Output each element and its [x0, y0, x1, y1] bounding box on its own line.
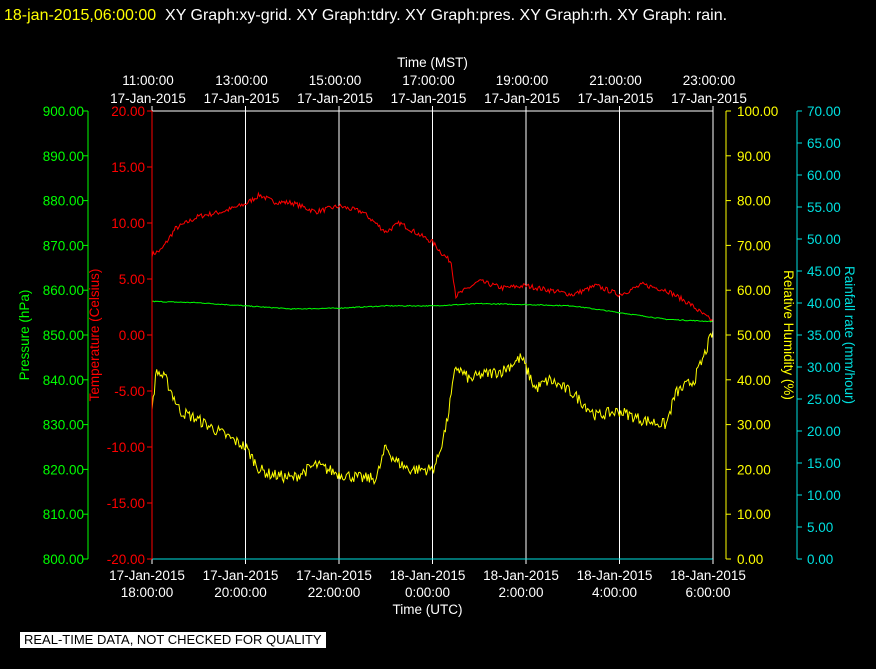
pressure-tick-label: 880.00: [43, 194, 84, 209]
rain-tick-label: 5.00: [807, 520, 833, 535]
top-tick-time: 11:00:00: [122, 73, 174, 88]
rain-tick-label: 25.00: [807, 392, 841, 407]
humidity-tick-label: 60.00: [737, 283, 771, 298]
humidity-tick-label: 100.00: [737, 104, 778, 119]
series-rh: [151, 330, 714, 486]
rain-tick-label: 70.00: [807, 104, 841, 119]
humidity-tick-label: 90.00: [737, 149, 771, 164]
top-tick-time: 23:00:00: [683, 73, 736, 88]
rain-tick-label: 65.00: [807, 136, 841, 151]
humidity-tick-label: 20.00: [737, 462, 771, 477]
pressure-tick-label: 810.00: [43, 507, 84, 522]
humidity-tick-label: 10.00: [737, 507, 771, 522]
rain-tick-label: 55.00: [807, 200, 841, 215]
bottom-axis-title: Time (UTC): [393, 602, 463, 617]
bottom-tick-date: 18-Jan-2015: [577, 568, 653, 583]
top-tick-date: 17-Jan-2015: [391, 91, 467, 106]
pressure-tick-label: 860.00: [43, 283, 84, 298]
bottom-tick-date: 17-Jan-2015: [109, 568, 185, 583]
series-pres: [151, 300, 714, 323]
pressure-tick-label: 820.00: [43, 462, 84, 477]
pressure-tick-label: 840.00: [43, 373, 84, 388]
rain-tick-label: 50.00: [807, 232, 841, 247]
pressure-tick-label: 900.00: [43, 104, 84, 119]
humidity-axis-title: Relative Humidity (%): [781, 270, 796, 400]
temperature-tick-label: -5.00: [114, 384, 145, 399]
humidity-tick-label: 50.00: [737, 328, 771, 343]
bottom-tick-date: 17-Jan-2015: [203, 568, 279, 583]
pressure-tick-label: 850.00: [43, 328, 84, 343]
humidity-tick-label: 40.00: [737, 373, 771, 388]
rain-tick-label: 20.00: [807, 424, 841, 439]
top-tick-date: 17-Jan-2015: [578, 91, 654, 106]
bottom-tick-date: 18-Jan-2015: [670, 568, 746, 583]
rain-tick-label: 40.00: [807, 296, 841, 311]
temperature-tick-label: -10.00: [107, 440, 145, 455]
top-tick-time: 21:00:00: [589, 73, 642, 88]
temperature-tick-label: 0.00: [119, 328, 145, 343]
humidity-tick-label: 30.00: [737, 418, 771, 433]
temperature-axis-title: Temperature (Celsius): [87, 269, 102, 402]
rain-tick-label: 15.00: [807, 456, 841, 471]
pressure-tick-label: 890.00: [43, 149, 84, 164]
top-tick-date: 17-Jan-2015: [204, 91, 280, 106]
top-tick-date: 17-Jan-2015: [484, 91, 560, 106]
top-axis-title: Time (MST): [397, 55, 468, 70]
header-graph-titles: XY Graph:xy-grid. XY Graph:tdry. XY Grap…: [165, 7, 728, 24]
top-tick-time: 13:00:00: [215, 73, 268, 88]
rain-tick-label: 45.00: [807, 264, 841, 279]
top-tick-time: 15:00:00: [309, 73, 362, 88]
rain-tick-label: 60.00: [807, 168, 841, 183]
top-tick-date: 17-Jan-2015: [297, 91, 373, 106]
rain-tick-label: 10.00: [807, 488, 841, 503]
bottom-tick-time: 18:00:00: [121, 585, 174, 600]
top-tick-time: 17:00:00: [402, 73, 455, 88]
bottom-tick-date: 18-Jan-2015: [483, 568, 559, 583]
temperature-tick-label: 15.00: [111, 160, 145, 175]
temperature-tick-label: -20.00: [107, 552, 145, 567]
temperature-tick-label: 5.00: [119, 272, 145, 287]
rain-tick-label: 30.00: [807, 360, 841, 375]
humidity-tick-label: 70.00: [737, 238, 771, 253]
bottom-tick-time: 20:00:00: [214, 585, 267, 600]
bottom-tick-time: 2:00:00: [498, 585, 543, 600]
top-tick-time: 19:00:00: [496, 73, 549, 88]
rain-tick-label: 0.00: [807, 552, 833, 567]
rain-axis-title: Rainfall rate (mm/hour): [842, 266, 857, 404]
bottom-tick-date: 18-Jan-2015: [390, 568, 466, 583]
temperature-tick-label: 20.00: [111, 104, 145, 119]
top-tick-date: 17-Jan-2015: [110, 91, 186, 106]
bottom-tick-date: 17-Jan-2015: [296, 568, 372, 583]
humidity-tick-label: 0.00: [737, 552, 763, 567]
header-timestamp: 18-jan-2015,06:00:00: [4, 7, 157, 24]
top-tick-date: 17-Jan-2015: [671, 91, 747, 106]
bottom-tick-time: 4:00:00: [592, 585, 637, 600]
rain-tick-label: 35.00: [807, 328, 841, 343]
bottom-tick-time: 22:00:00: [308, 585, 361, 600]
graph-header: 18-jan-2015,06:00:00 XY Graph:xy-grid. X…: [4, 1, 864, 30]
bottom-tick-time: 6:00:00: [685, 585, 730, 600]
temperature-tick-label: 10.00: [111, 216, 145, 231]
temperature-tick-label: -15.00: [107, 496, 145, 511]
humidity-tick-label: 80.00: [737, 194, 771, 209]
pressure-tick-label: 830.00: [43, 418, 84, 433]
series-tdry: [151, 191, 714, 322]
quality-notice: REAL-TIME DATA, NOT CHECKED FOR QUALITY: [20, 632, 326, 648]
pressure-tick-label: 800.00: [43, 552, 84, 567]
pressure-tick-label: 870.00: [43, 238, 84, 253]
pressure-axis-title: Pressure (hPa): [17, 290, 32, 381]
bottom-tick-time: 0:00:00: [405, 585, 450, 600]
